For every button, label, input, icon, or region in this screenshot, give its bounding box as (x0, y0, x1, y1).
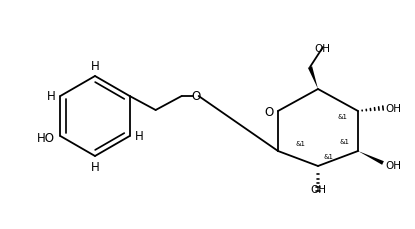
Text: H: H (46, 89, 55, 102)
Text: H: H (90, 160, 99, 173)
Text: HO: HO (37, 131, 55, 144)
Text: OH: OH (385, 160, 401, 170)
Text: O: O (265, 105, 274, 118)
Text: OH: OH (385, 104, 401, 114)
Text: OH: OH (314, 44, 330, 54)
Text: H: H (134, 129, 144, 142)
Polygon shape (358, 151, 384, 165)
Text: &1: &1 (340, 138, 350, 144)
Polygon shape (308, 67, 318, 90)
Text: H: H (90, 60, 99, 73)
Text: &1: &1 (323, 153, 333, 159)
Text: OH: OH (310, 184, 326, 194)
Text: O: O (191, 90, 200, 103)
Text: &1: &1 (295, 140, 305, 146)
Text: &1: &1 (338, 114, 348, 120)
